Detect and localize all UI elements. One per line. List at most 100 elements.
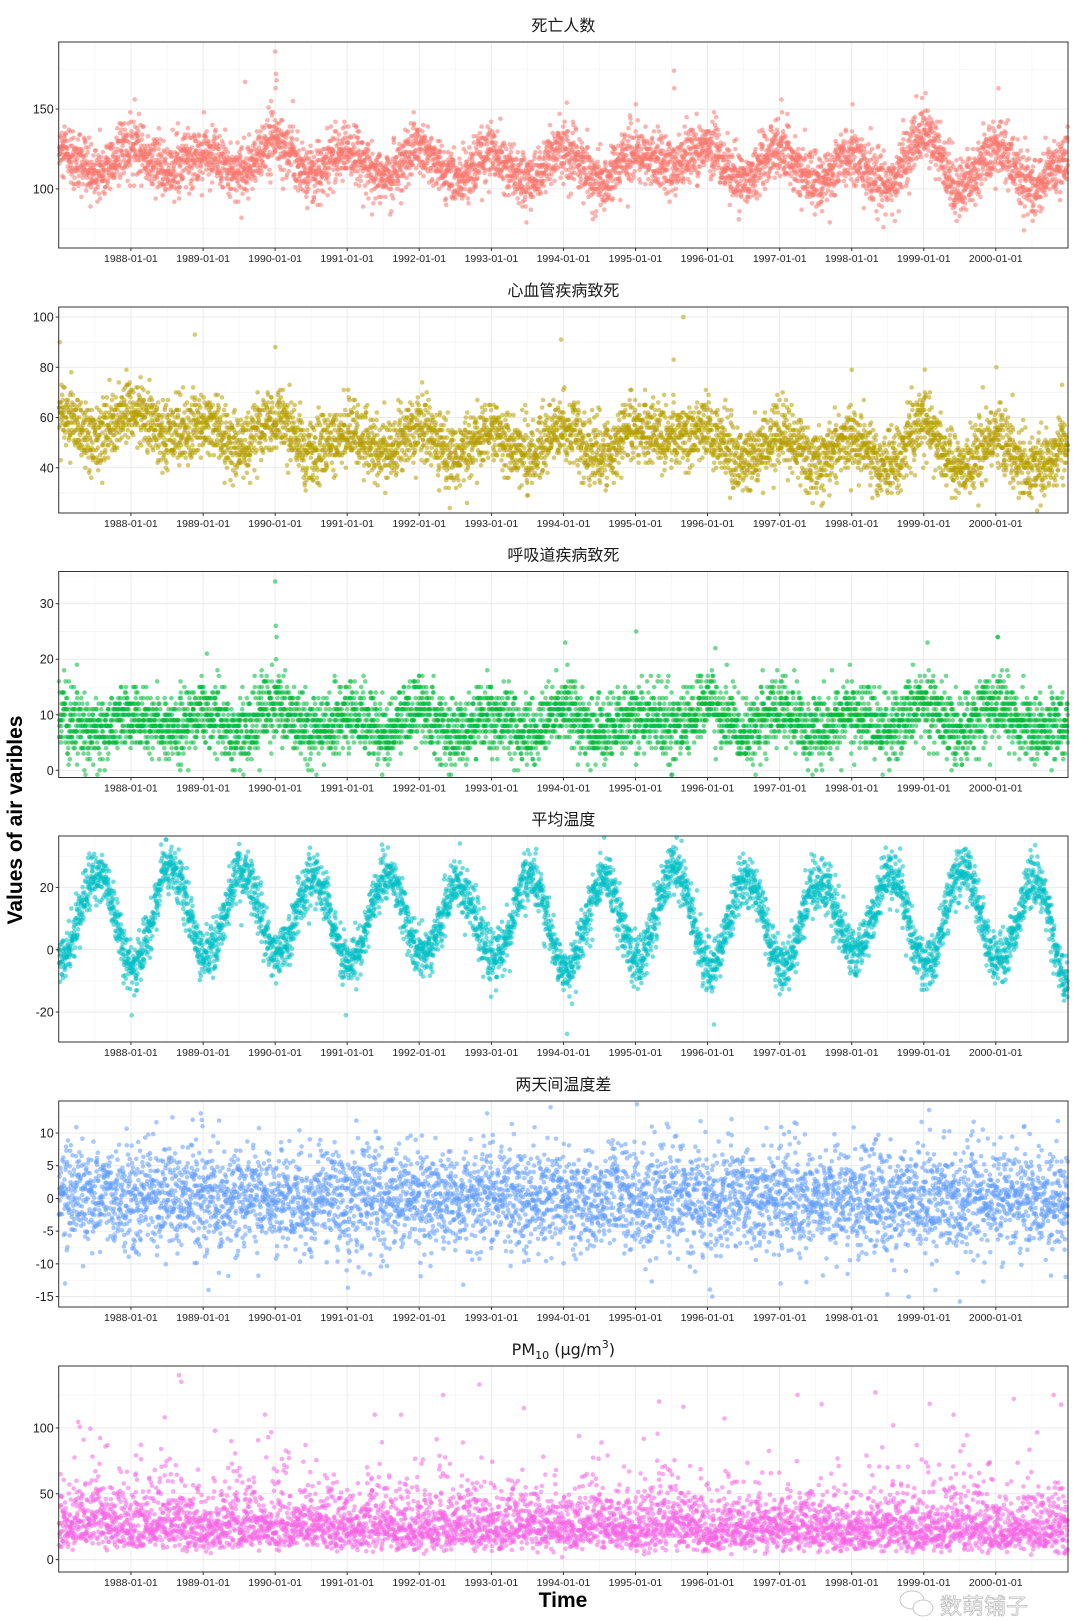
data-point	[301, 146, 306, 152]
data-point	[136, 111, 142, 117]
data-point	[716, 132, 722, 137]
data-point	[792, 133, 798, 139]
data-point	[912, 162, 917, 168]
data-point	[235, 140, 240, 145]
data-point	[253, 178, 258, 184]
data-point	[196, 133, 202, 139]
data-point	[429, 135, 434, 141]
data-point	[411, 110, 417, 115]
data-point	[116, 183, 121, 188]
data-point	[896, 209, 901, 214]
data-point	[1012, 181, 1018, 187]
data-point	[485, 138, 490, 144]
data-point	[473, 181, 479, 187]
data-point	[443, 202, 449, 208]
data-point	[585, 127, 590, 133]
data-point	[439, 143, 445, 149]
data-point	[796, 146, 801, 152]
data-point	[949, 140, 955, 145]
data-point	[791, 186, 797, 192]
data-point	[612, 146, 618, 152]
data-point	[383, 194, 388, 200]
data-point	[712, 167, 717, 173]
data-point	[884, 173, 889, 179]
data-point	[1030, 169, 1035, 174]
data-point	[730, 154, 735, 160]
data-point	[220, 185, 226, 190]
data-point	[478, 149, 483, 155]
data-point	[508, 149, 514, 155]
data-point	[88, 204, 93, 209]
data-point	[812, 212, 818, 217]
data-point	[593, 209, 599, 214]
data-point	[962, 201, 968, 206]
data-point	[667, 143, 673, 149]
data-point	[617, 178, 623, 184]
data-point	[63, 130, 69, 136]
data-point	[180, 175, 186, 180]
data-point	[537, 149, 543, 155]
data-point	[524, 220, 529, 225]
data-point	[813, 148, 819, 153]
data-point	[65, 138, 70, 144]
data-point	[983, 177, 988, 182]
data-point	[919, 95, 925, 101]
data-point	[869, 146, 875, 152]
data-point	[486, 189, 492, 195]
data-point	[496, 154, 502, 160]
data-point	[585, 145, 590, 150]
data-point	[76, 173, 82, 179]
data-point	[76, 180, 81, 185]
data-point	[954, 218, 959, 224]
data-point	[1019, 201, 1024, 206]
data-point	[808, 159, 814, 165]
data-point	[374, 177, 379, 182]
data-point	[75, 137, 81, 142]
data-point	[938, 119, 943, 125]
data-point	[102, 167, 107, 173]
data-point	[515, 196, 520, 201]
data-point	[411, 121, 417, 126]
data-point	[565, 129, 571, 134]
data-point	[118, 159, 123, 165]
data-point	[327, 165, 332, 171]
data-point	[557, 111, 562, 117]
data-point	[209, 180, 215, 185]
data-point	[342, 119, 347, 125]
data-point	[201, 110, 207, 115]
data-point	[836, 178, 842, 184]
data-point	[504, 146, 509, 152]
data-point	[947, 196, 953, 201]
data-point	[371, 201, 376, 206]
data-point	[309, 149, 315, 155]
data-point	[891, 165, 897, 171]
data-point	[356, 129, 362, 134]
data-point	[59, 130, 65, 136]
data-point	[738, 194, 744, 200]
data-point	[901, 137, 906, 142]
data-point	[767, 175, 772, 180]
data-point	[506, 185, 512, 190]
data-point	[875, 217, 880, 222]
data-point	[333, 177, 339, 182]
data-point	[827, 220, 833, 225]
data-point	[701, 162, 707, 168]
data-point	[330, 189, 336, 195]
data-point	[406, 181, 411, 187]
data-point	[238, 154, 243, 160]
data-point	[593, 213, 598, 219]
data-point	[981, 121, 986, 126]
data-point	[213, 127, 218, 133]
data-point	[114, 169, 120, 174]
data-point	[1022, 204, 1028, 209]
data-point	[1004, 177, 1009, 182]
data-point	[650, 140, 656, 145]
data-point	[97, 127, 103, 133]
data-point	[128, 110, 133, 115]
data-point	[571, 165, 576, 171]
data-point	[924, 153, 929, 158]
data-point	[337, 172, 343, 177]
data-point	[543, 189, 548, 195]
data-point	[235, 199, 241, 204]
data-point	[306, 186, 311, 192]
